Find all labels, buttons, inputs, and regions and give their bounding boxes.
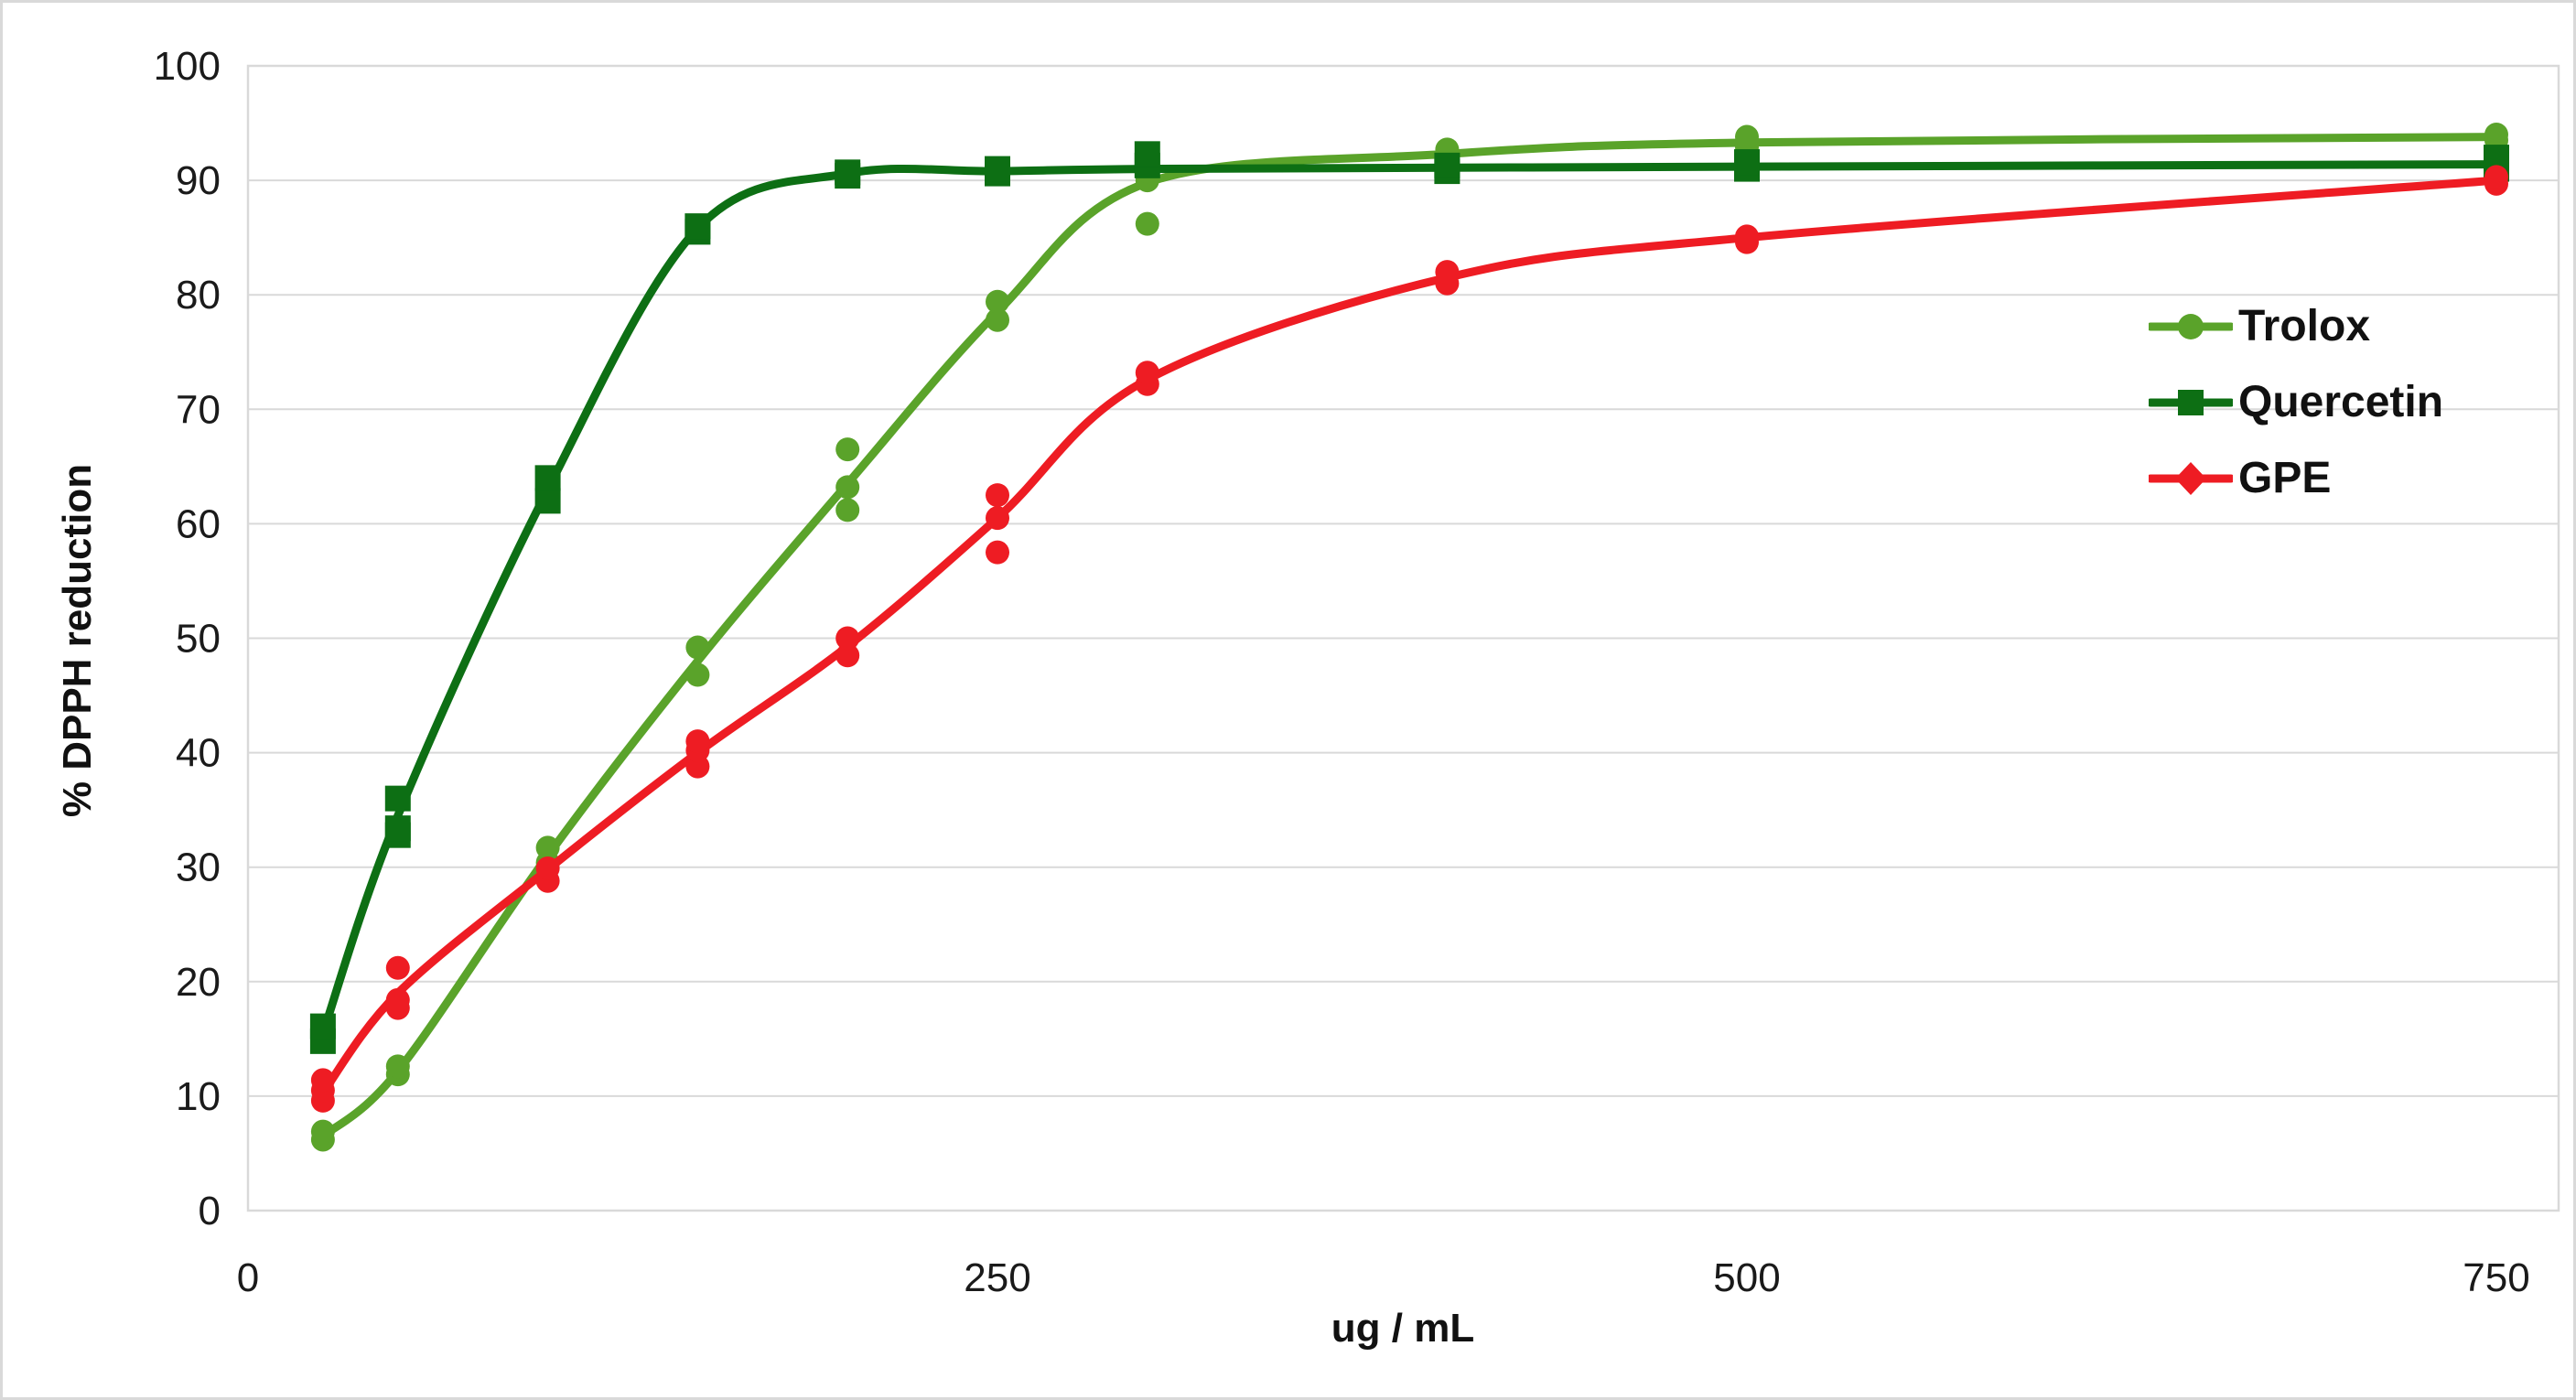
data-point-quercetin [384, 815, 411, 842]
data-point-trolox [535, 835, 560, 860]
y-tick-label-0: 0 [199, 1189, 221, 1233]
y-tick-label-50: 50 [176, 617, 221, 662]
quercetin-line-square-icon [2149, 389, 2233, 415]
plot-border [246, 64, 2560, 1212]
data-point-trolox [385, 1054, 410, 1079]
diamond-marker-icon [2175, 461, 2206, 495]
series-quercetin [309, 141, 2509, 1054]
legend-label-trolox: Trolox [2238, 302, 2371, 350]
x-tick-label-250: 250 [964, 1255, 1030, 1300]
data-point-trolox [685, 635, 710, 660]
data-point-gpe [1735, 224, 1759, 249]
data-point-quercetin [835, 159, 861, 186]
data-point-gpe [835, 626, 860, 651]
data-point-quercetin [534, 465, 561, 491]
data-point-trolox [310, 1119, 335, 1144]
data-point-gpe [535, 856, 560, 880]
legend: Trolox Quercetin GPE [2149, 288, 2443, 516]
trend-line-gpe [318, 176, 2501, 1097]
data-point-gpe [1135, 361, 1159, 385]
data-point-quercetin [684, 213, 711, 240]
y-tick-label-90: 90 [176, 158, 221, 203]
x-tick-label-0: 0 [237, 1255, 259, 1300]
y-tick-label-30: 30 [176, 845, 221, 890]
data-point-gpe [385, 987, 410, 1012]
data-point-gpe [310, 1068, 335, 1093]
y-tick-label-70: 70 [176, 387, 221, 432]
x-axis-title: ug / mL [1331, 1306, 1475, 1351]
data-point-trolox [835, 437, 860, 462]
series-trolox [310, 123, 2508, 1152]
data-point-gpe [986, 506, 1009, 531]
data-point-quercetin [1134, 141, 1160, 167]
x-tick-label-500: 500 [1713, 1255, 1780, 1300]
data-point-quercetin [309, 1013, 336, 1039]
data-point-quercetin [1434, 152, 1460, 178]
circle-marker-icon [2178, 313, 2204, 339]
data-point-quercetin [985, 156, 1010, 182]
data-point-gpe [986, 483, 1009, 508]
data-point-gpe [2484, 165, 2508, 189]
data-point-gpe [835, 643, 860, 668]
y-tick-label-60: 60 [176, 501, 221, 546]
data-point-gpe [385, 955, 410, 980]
data-point-quercetin [534, 488, 561, 514]
data-point-quercetin [1734, 149, 1760, 176]
y-tick-label-40: 40 [176, 731, 221, 776]
y-tick-label-80: 80 [176, 273, 221, 318]
y-axis-title: % DPPH reduction [55, 463, 100, 818]
data-point-gpe [1435, 260, 1460, 285]
data-point-trolox [986, 289, 1009, 314]
data-point-trolox [1735, 124, 1759, 149]
x-tick-label-750: 750 [2463, 1255, 2529, 1300]
data-point-gpe [685, 729, 710, 754]
series-gpe [310, 165, 2508, 1113]
data-point-gpe [986, 540, 1009, 565]
y-tick-label-100: 100 [154, 44, 221, 89]
y-tick-label-10: 10 [176, 1074, 221, 1119]
legend-item-trolox: Trolox [2149, 288, 2443, 364]
legend-label-quercetin: Quercetin [2238, 378, 2444, 426]
legend-item-gpe: GPE [2149, 440, 2443, 516]
data-point-trolox [685, 662, 710, 687]
trolox-line-circle-icon [2149, 313, 2233, 339]
data-point-trolox [835, 475, 860, 500]
legend-item-quercetin: Quercetin [2149, 364, 2443, 440]
square-marker-icon [2178, 389, 2204, 415]
data-point-trolox [2484, 123, 2508, 147]
y-tick-label-20: 20 [176, 960, 221, 1005]
legend-label-gpe: GPE [2238, 454, 2332, 502]
gpe-line-diamond-icon [2149, 461, 2233, 495]
data-point-trolox [986, 307, 1009, 332]
data-point-trolox [1135, 211, 1159, 236]
data-point-trolox [835, 498, 860, 522]
data-point-quercetin [384, 785, 411, 812]
chart-plot-area: 0 10 20 30 40 50 60 70 80 90 100 0 250 500 750 [154, 44, 2560, 1300]
